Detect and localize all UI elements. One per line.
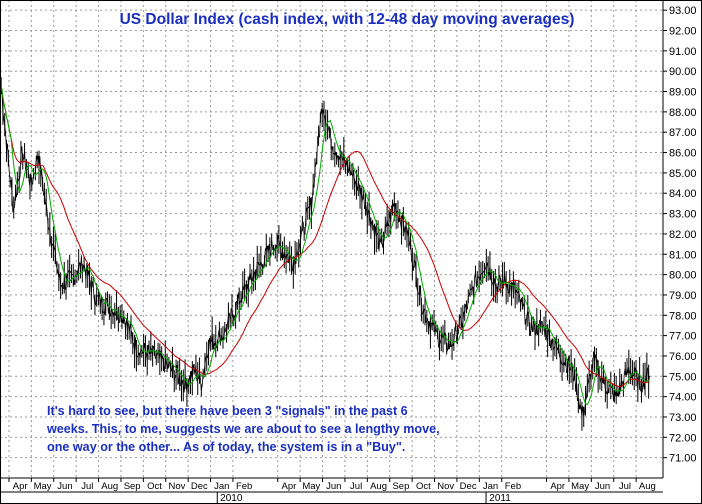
y-tick-label: 82.00 <box>669 229 697 241</box>
price-line <box>0 85 650 417</box>
x-tick-label: May <box>34 481 52 492</box>
x-tick-label: Apr <box>550 481 565 492</box>
annotation-line-3: one way or the other... As of today, the… <box>47 440 405 454</box>
plot-background <box>0 0 663 478</box>
y-tick-label: 75.00 <box>669 371 697 383</box>
y-tick-label: 88.00 <box>669 107 697 119</box>
x-tick-label: Feb <box>236 481 252 492</box>
y-tick-label: 72.00 <box>669 432 697 444</box>
y-tick-label: 90.00 <box>669 66 697 78</box>
y-tick-label: 80.00 <box>669 270 697 282</box>
x-tick-label: Jul <box>350 481 362 492</box>
annotation: It's hard to see, but there have been 3 … <box>46 404 440 454</box>
y-tick-label: 78.00 <box>669 310 697 322</box>
y-tick-label: 77.00 <box>669 331 697 343</box>
ma-48-line <box>0 85 650 387</box>
x-tick-label: Oct <box>147 481 162 492</box>
annotation-line-1: It's hard to see, but there have been 3 … <box>47 404 408 418</box>
ma-12-line <box>0 85 650 406</box>
y-tick-label: 92.00 <box>669 26 697 38</box>
y-tick-label: 81.00 <box>669 249 697 261</box>
x-tick-label: Nov <box>168 481 185 492</box>
x-tick-label: May <box>302 481 320 492</box>
x-tick-label: Dec <box>460 481 477 492</box>
y-tick-label: 71.00 <box>669 453 697 465</box>
chart-title: US Dollar Index (cash index, with 12-48 … <box>120 11 575 28</box>
x-tick-label: Jul <box>81 481 93 492</box>
x-tick-label: Dec <box>191 481 208 492</box>
x-tick-label: Jun <box>57 481 72 492</box>
x-tick-label: Sep <box>392 481 409 492</box>
x-tick-label: May <box>571 481 589 492</box>
x-tick-label: Jan <box>214 481 229 492</box>
year-label: 2010 <box>220 493 243 504</box>
x-tick-label: Feb <box>505 481 521 492</box>
x-tick-label: Oct <box>416 481 431 492</box>
y-tick-label: 83.00 <box>669 209 697 221</box>
x-tick-label: Aug <box>370 481 387 492</box>
y-tick-label: 73.00 <box>669 412 697 424</box>
x-tick-label: Jul <box>619 481 631 492</box>
y-tick-label: 86.00 <box>669 148 697 160</box>
year-label: 2011 <box>489 493 511 504</box>
y-tick-label: 89.00 <box>669 87 697 99</box>
x-tick-label: Jun <box>326 481 341 492</box>
y-tick-label: 84.00 <box>669 188 697 200</box>
x-tick-label: Aug <box>101 481 118 492</box>
y-tick-label: 76.00 <box>669 351 697 363</box>
x-tick-label: Jan <box>483 481 498 492</box>
y-tick-label: 93.00 <box>669 5 697 17</box>
x-tick-label: Jun <box>595 481 610 492</box>
annotation-line-2: weeks. This, to me, suggests we are abou… <box>46 422 440 436</box>
y-tick-label: 91.00 <box>669 46 697 58</box>
series-layer <box>0 77 650 431</box>
x-tick-label: Apr <box>282 481 297 492</box>
x-tick-label: Aug <box>639 481 656 492</box>
y-tick-label: 85.00 <box>669 168 697 180</box>
y-tick-label: 87.00 <box>669 127 697 139</box>
x-axis: Apr May Jun Jul Aug Sep Oct Nov Dec Jan Feb Apr May J… <box>8 478 656 504</box>
y-tick-label: 74.00 <box>669 392 697 404</box>
x-tick-label: Apr <box>13 481 28 492</box>
x-tick-label: Sep <box>124 481 141 492</box>
y-axis: 71.00 72.00 73.00 74.00 75.00 76.00 77.00 78.00… <box>663 5 697 465</box>
y-tick-label: 79.00 <box>669 290 697 302</box>
x-tick-label: Nov <box>437 481 454 492</box>
